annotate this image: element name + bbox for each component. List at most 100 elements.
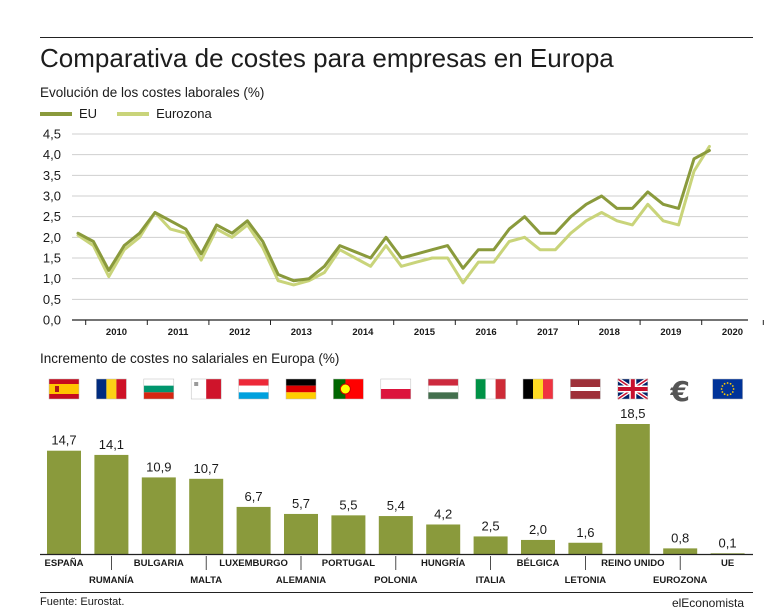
category-label: EUROZONA bbox=[653, 575, 708, 586]
bar-value-label: 2,0 bbox=[529, 522, 547, 537]
category-label: MALTA bbox=[190, 575, 222, 586]
y-tick-label: 2,5 bbox=[43, 209, 61, 224]
y-tick-label: 2,0 bbox=[43, 230, 61, 245]
x-tick-label: 2011 bbox=[168, 327, 189, 338]
bar-value-label: 14,1 bbox=[99, 437, 124, 452]
bar-value-label: 14,7 bbox=[51, 433, 76, 448]
x-tick-label: 2017 bbox=[537, 327, 558, 338]
bar-value-label: 18,5 bbox=[620, 406, 645, 421]
bar-value-label: 5,5 bbox=[339, 497, 357, 512]
x-tick-label: 2010 bbox=[106, 327, 127, 338]
top-rule bbox=[40, 37, 753, 38]
flag-spain bbox=[48, 378, 80, 400]
bar-value-label: 5,7 bbox=[292, 496, 310, 511]
bar-value-label: 6,7 bbox=[245, 489, 263, 504]
bar-flag-luxembourg bbox=[236, 506, 271, 554]
x-tick-label: 2019 bbox=[660, 327, 681, 338]
flag-belgium bbox=[522, 378, 554, 400]
bar-flag-portugal bbox=[331, 515, 366, 554]
bottom-rule bbox=[40, 592, 753, 593]
y-tick-label: 3,5 bbox=[43, 168, 61, 183]
bar-flag-belgium bbox=[521, 539, 555, 554]
category-label: REINO UNIDO bbox=[601, 558, 664, 569]
bar-flag-malta bbox=[189, 478, 224, 554]
flag-latvia bbox=[570, 378, 601, 400]
line-chart: 0,0 0,5 1,0 1,5 2,0 2,5 3,0 3,5 4,0 4,5 2010 2011 20… bbox=[43, 127, 764, 338]
legend-item-eu: EU bbox=[40, 106, 97, 121]
flag-bulgaria bbox=[143, 378, 175, 400]
category-label: LUXEMBURGO bbox=[219, 558, 288, 569]
flag-luxembourg bbox=[238, 378, 269, 400]
flag-italy bbox=[475, 378, 506, 400]
x-tick-label: 2018 bbox=[599, 327, 620, 338]
y-tick-label: 4,0 bbox=[43, 147, 61, 162]
bar-value-label: 10,7 bbox=[194, 461, 219, 476]
bar-chart-title: Incremento de costes no salariales en Eu… bbox=[40, 351, 340, 366]
y-tick-label: 0,5 bbox=[43, 292, 61, 307]
bar-value-label: 0,1 bbox=[719, 535, 737, 550]
legend-label-eu: EU bbox=[79, 106, 98, 121]
bar-value-label: 2,5 bbox=[482, 518, 500, 533]
y-tick-label: 3,0 bbox=[43, 189, 61, 204]
flag-romania bbox=[96, 378, 127, 400]
category-label: ITALIA bbox=[476, 575, 506, 586]
category-label: PORTUGAL bbox=[322, 558, 376, 569]
series-line-eu bbox=[76, 149, 711, 283]
category-label: LETONIA bbox=[565, 575, 607, 586]
category-label: ALEMANIA bbox=[276, 575, 326, 586]
category-label: BÉLGICA bbox=[517, 558, 560, 569]
bar-flag-spain bbox=[47, 450, 81, 554]
svg-text:€: € bbox=[669, 375, 689, 408]
legend-swatch-eurozona bbox=[117, 111, 150, 116]
bar-value-label: 10,9 bbox=[146, 459, 171, 474]
bar-flag-latvia bbox=[568, 542, 603, 554]
y-tick-label: 0,0 bbox=[43, 313, 61, 328]
x-tick-label: 2015 bbox=[414, 327, 436, 338]
y-tick-label: 1,0 bbox=[43, 271, 61, 286]
legend-swatch-eu bbox=[40, 111, 72, 116]
bar-flag-hungary bbox=[426, 524, 461, 554]
bar-flag-bulgaria bbox=[141, 477, 176, 554]
page-title: Comparativa de costes para empresas en E… bbox=[40, 43, 614, 73]
bars bbox=[47, 424, 745, 554]
bar-value-label: 0,8 bbox=[671, 530, 689, 545]
y-tick-label: 4,5 bbox=[43, 127, 61, 142]
series-line-eurozona bbox=[76, 144, 711, 287]
bar-flag-uk bbox=[615, 424, 650, 554]
source-note: Fuente: Eurostat. bbox=[40, 596, 125, 608]
category-label: ESPAÑA bbox=[45, 558, 84, 569]
flag-portugal bbox=[333, 378, 364, 400]
category-label: HUNGRÍA bbox=[421, 558, 465, 569]
legend: EU Eurozona bbox=[40, 106, 232, 121]
category-label: RUMANÍA bbox=[89, 575, 134, 586]
line-chart-title: Evolución de los costes laborales (%) bbox=[40, 85, 265, 100]
bar-value-label: 5,4 bbox=[387, 498, 405, 513]
legend-label-eurozona: Eurozona bbox=[156, 106, 212, 121]
euro-icon: € bbox=[669, 375, 689, 408]
flag-uk bbox=[616, 377, 649, 401]
brand-logo-text: elEconomista bbox=[671, 596, 744, 610]
bar-value-label: 4,2 bbox=[434, 506, 452, 521]
y-tick-label: 1,5 bbox=[43, 251, 61, 266]
bar-flag-eu bbox=[710, 553, 745, 554]
category-label: UE bbox=[721, 558, 734, 569]
flag-hungary bbox=[427, 378, 459, 400]
x-tick-label: 2020 bbox=[722, 327, 743, 338]
bar-value-label: 1,6 bbox=[576, 525, 594, 540]
category-label: POLONIA bbox=[374, 575, 417, 586]
flag-eu bbox=[712, 378, 743, 400]
flag-malta bbox=[190, 378, 222, 400]
flag-germany bbox=[285, 378, 317, 400]
bar-flag-poland bbox=[378, 516, 413, 554]
x-tick-label: 2012 bbox=[229, 327, 250, 338]
legend-item-eurozona: Eurozona bbox=[117, 106, 212, 121]
bar-flag-italy bbox=[473, 536, 508, 554]
bar-euro-icon bbox=[663, 548, 698, 554]
category-label: BULGARIA bbox=[134, 558, 184, 569]
x-tick-label: 2013 bbox=[291, 327, 312, 338]
bar-flag-romania bbox=[94, 454, 129, 554]
x-tick-label: 2014 bbox=[352, 327, 374, 338]
flag-poland bbox=[380, 378, 412, 400]
bar-flag-germany bbox=[284, 513, 318, 554]
